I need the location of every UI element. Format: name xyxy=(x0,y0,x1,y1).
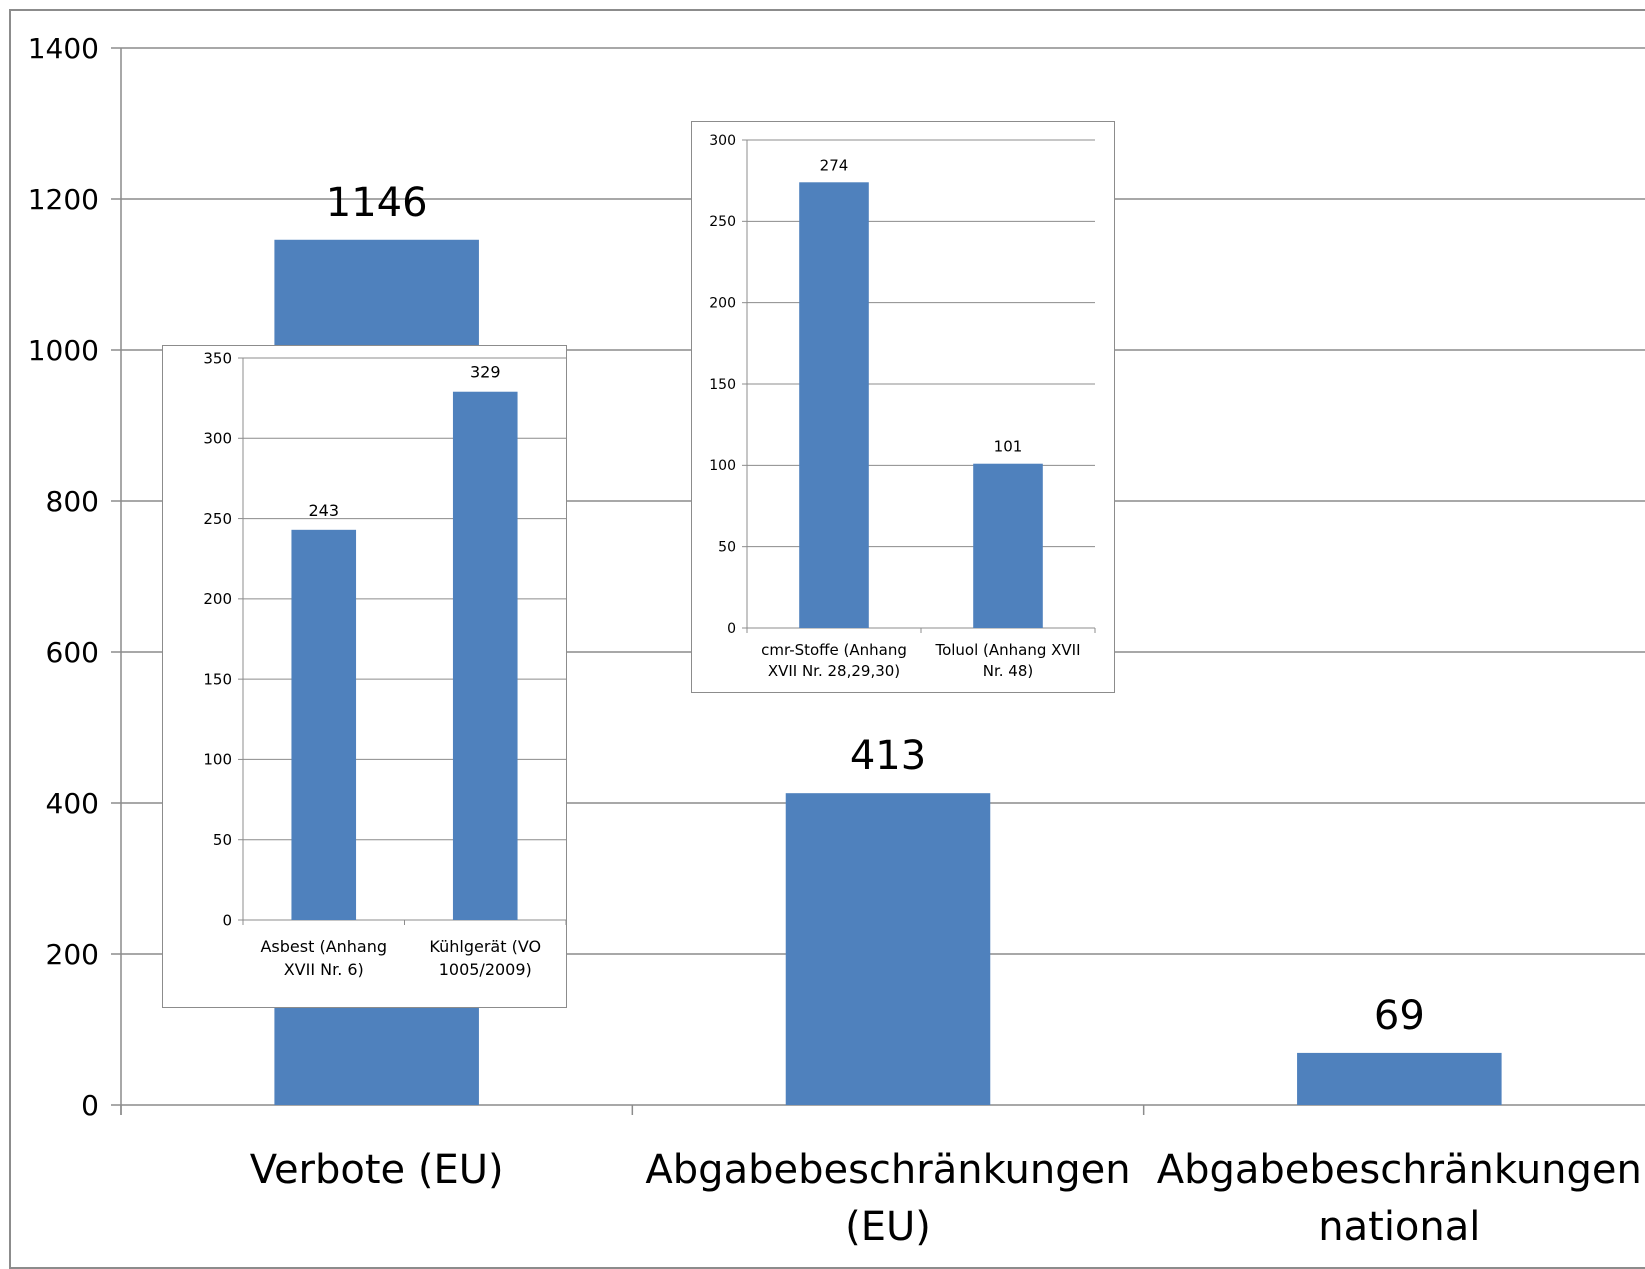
x-tick-label: Toluol (Anhang XVII Nr. 48) xyxy=(934,641,1080,680)
data-label: 1146 xyxy=(326,180,428,226)
data-label: 243 xyxy=(308,501,339,520)
y-tick-label: 100 xyxy=(203,751,232,769)
bar xyxy=(785,793,991,1105)
bar xyxy=(452,391,518,921)
y-tick-label: 1000 xyxy=(28,334,99,367)
y-tick-label: 800 xyxy=(46,485,99,518)
inset-chart-abgabe xyxy=(691,121,1115,693)
y-tick-label: 200 xyxy=(709,296,736,312)
bar xyxy=(291,529,357,920)
bar xyxy=(1297,1052,1502,1105)
y-tick-label: 50 xyxy=(213,831,232,849)
data-label: 329 xyxy=(470,363,501,382)
x-tick-label: Kühlgerät (VO 1005/2009) xyxy=(429,937,541,979)
data-label: 101 xyxy=(994,438,1023,456)
y-tick-label: 1400 xyxy=(28,32,99,65)
bar xyxy=(973,463,1043,628)
data-label: 274 xyxy=(820,156,849,174)
y-tick-label: 0 xyxy=(727,621,736,637)
data-label: 69 xyxy=(1374,993,1425,1039)
y-tick-label: 300 xyxy=(709,133,736,149)
y-tick-label: 400 xyxy=(46,787,99,820)
y-tick-label: 0 xyxy=(222,911,232,929)
x-tick-label: Abgabebeschränkungen national xyxy=(1157,1147,1642,1250)
y-tick-label: 250 xyxy=(203,510,232,528)
y-tick-label: 0 xyxy=(81,1089,99,1122)
y-tick-label: 100 xyxy=(709,458,736,474)
x-tick-label: Asbest (Anhang XVII Nr. 6) xyxy=(260,937,387,979)
y-tick-label: 350 xyxy=(203,349,232,367)
data-label: 413 xyxy=(850,733,926,779)
y-tick-label: 1200 xyxy=(28,183,99,216)
x-tick-label: Verbote (EU) xyxy=(250,1147,504,1193)
y-tick-label: 150 xyxy=(203,670,232,688)
y-tick-label: 150 xyxy=(709,377,736,393)
x-tick-label: cmr-Stoffe (Anhang XVII Nr. 28,29,30) xyxy=(761,641,907,680)
y-tick-label: 200 xyxy=(46,938,99,971)
y-tick-label: 600 xyxy=(46,636,99,669)
x-tick-label: Abgabebeschränkungen (EU) xyxy=(645,1147,1130,1250)
bar xyxy=(799,182,869,628)
y-tick-label: 250 xyxy=(709,214,736,230)
y-tick-label: 300 xyxy=(203,430,232,448)
y-tick-label: 200 xyxy=(203,590,232,608)
y-tick-label: 50 xyxy=(718,540,736,556)
